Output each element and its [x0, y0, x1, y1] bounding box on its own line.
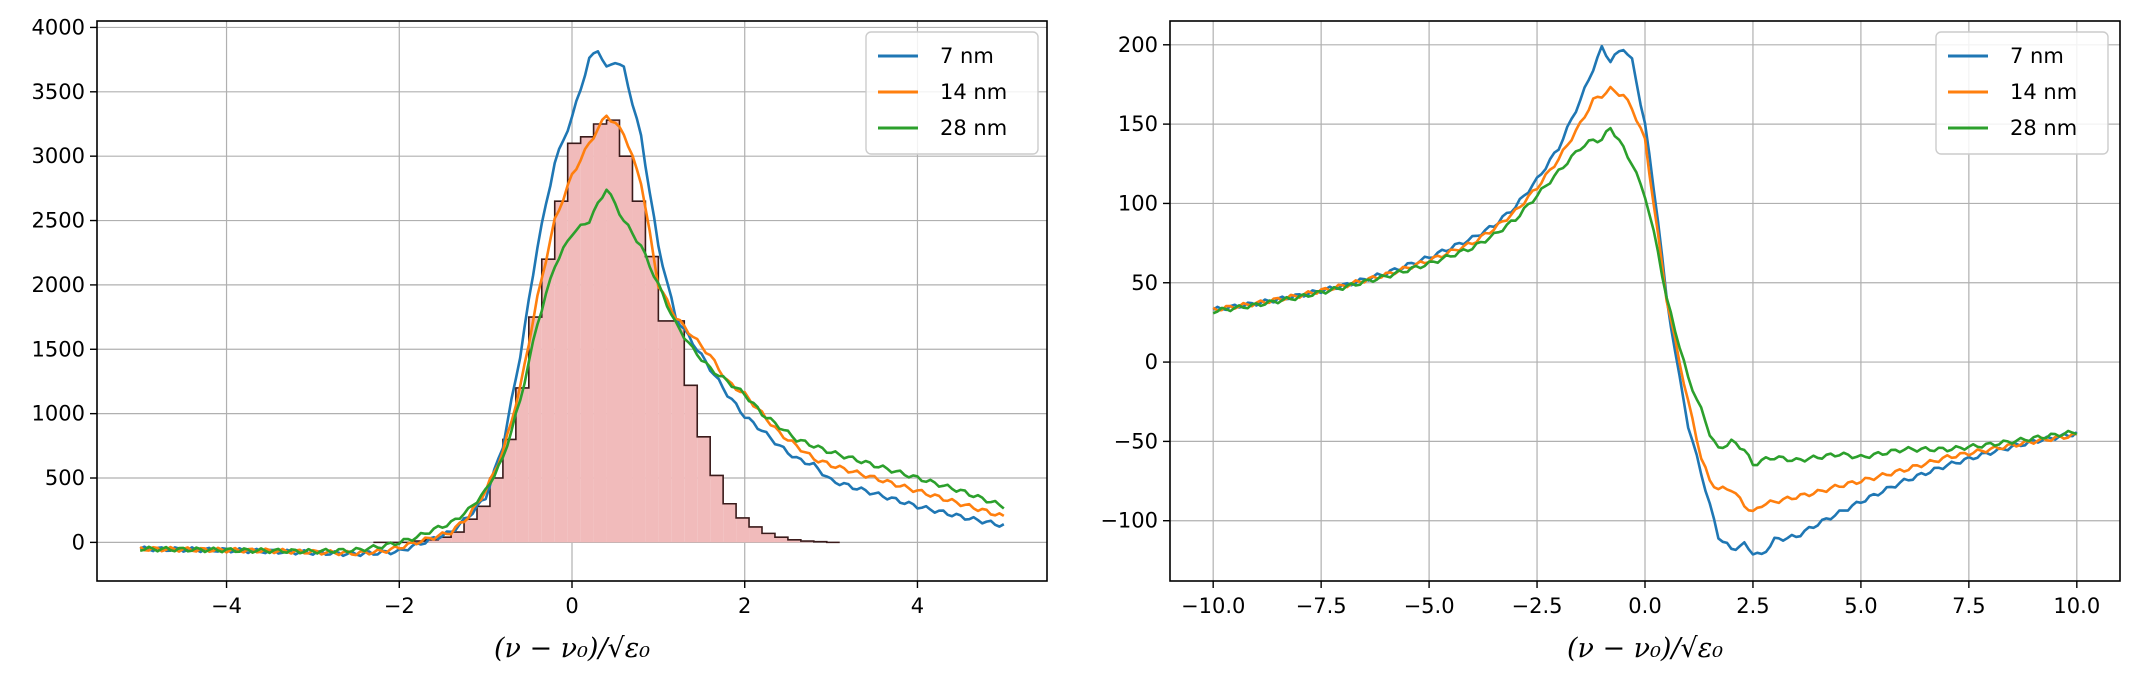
histogram-bar — [619, 156, 633, 543]
legend-box — [865, 31, 1039, 155]
histogram-bar — [541, 259, 555, 543]
histogram-bar — [489, 478, 503, 543]
histogram-bar — [425, 539, 439, 543]
histogram-bar — [710, 475, 724, 543]
histogram-bar — [606, 120, 620, 543]
histogram-bar — [762, 533, 775, 543]
x-tick-label: 4 — [911, 594, 924, 618]
x-tick-label: 2 — [738, 594, 751, 618]
y-tick-label: 0 — [1145, 350, 1158, 374]
histogram-bar — [723, 503, 737, 543]
legend-label: 7 nm — [940, 44, 994, 68]
x-tick-label: 0 — [565, 594, 578, 618]
x-tick-label: 0.0 — [1628, 594, 1661, 618]
x-tick-label: −4 — [211, 594, 242, 618]
legend-label: 14 nm — [940, 80, 1007, 104]
series-line-14-nm — [139, 114, 1005, 557]
y-tick-label: 200 — [1118, 33, 1158, 57]
x-axis-label: (ν − ν₀)/√ε₀ — [1567, 633, 1723, 664]
x-tick-label: 10.0 — [2053, 594, 2100, 618]
y-tick-label: 0 — [72, 530, 85, 554]
y-tick-label: 100 — [1118, 191, 1158, 215]
y-tick-label: 3500 — [32, 80, 85, 104]
histogram-bar — [671, 320, 685, 543]
histogram-bar — [528, 317, 542, 543]
histogram-bar — [567, 143, 581, 543]
histogram-bar — [477, 506, 490, 543]
x-tick-label: 5.0 — [1844, 594, 1877, 618]
histogram-outline — [373, 119, 840, 544]
right-chart-panel: −10.0 −7.5 −5.0 −2.5 0.0 2.5 5.0 7.5 10.0 −100 −50… — [1100, 20, 2121, 664]
series-line-28-nm — [139, 188, 1005, 555]
histogram-bar — [787, 539, 801, 543]
x-tick-label: −2 — [384, 594, 415, 618]
y-tick-label: 50 — [1131, 271, 1158, 295]
series-line-28-nm — [1212, 126, 2078, 467]
x-tick-label: −10.0 — [1181, 594, 1245, 618]
histogram — [373, 119, 840, 544]
histogram-bar — [464, 519, 477, 543]
histogram-bar — [774, 537, 788, 543]
x-tick-label: −7.5 — [1296, 594, 1347, 618]
histogram-bar — [697, 436, 711, 543]
y-tick-label: 2000 — [32, 273, 85, 297]
histogram-bar — [645, 256, 659, 543]
y-tick-label: 3000 — [32, 144, 85, 168]
x-tick-label: 2.5 — [1736, 594, 1769, 618]
histogram-bar — [502, 439, 516, 543]
x-tick-label: −2.5 — [1512, 594, 1563, 618]
histogram-bar — [736, 517, 750, 543]
legend-label: 14 nm — [2010, 80, 2077, 104]
histogram-bar — [632, 201, 646, 543]
y-tick-label: 4000 — [32, 15, 85, 39]
histogram-bar — [749, 526, 762, 543]
legend: 7 nm 14 nm 28 nm — [1935, 31, 2109, 155]
legend-label: 28 nm — [940, 116, 1007, 140]
histogram-bar — [515, 387, 529, 543]
y-tick-label: 1000 — [32, 402, 85, 426]
histogram-bar — [593, 123, 607, 543]
y-tick-label: 150 — [1118, 112, 1158, 136]
histogram-bar — [580, 136, 594, 543]
histogram-bar — [554, 201, 568, 543]
y-tick-label: −100 — [1100, 509, 1158, 533]
y-tick-label: 500 — [45, 466, 85, 490]
legend-label: 7 nm — [2010, 44, 2064, 68]
series-line-14-nm — [1212, 85, 2078, 513]
x-tick-label: −5.0 — [1404, 594, 1455, 618]
y-tick-label: −50 — [1114, 429, 1158, 453]
histogram-bar — [451, 532, 465, 543]
left-chart-panel: −4 −2 0 2 4 0 500 1000 1500 2000 2500 3000 3500 4000 (… — [32, 15, 1048, 664]
x-axis-label: (ν − ν₀)/√ε₀ — [494, 633, 650, 664]
legend-box — [1935, 31, 2109, 155]
x-tick-label: 7.5 — [1952, 594, 1985, 618]
legend: 7 nm 14 nm 28 nm — [865, 31, 1039, 155]
y-tick-label: 2500 — [32, 209, 85, 233]
histogram-bar — [684, 385, 698, 543]
y-tick-label: 1500 — [32, 337, 85, 361]
histogram-bar — [658, 320, 672, 543]
histogram-bar — [438, 537, 452, 543]
legend-label: 28 nm — [2010, 116, 2077, 140]
